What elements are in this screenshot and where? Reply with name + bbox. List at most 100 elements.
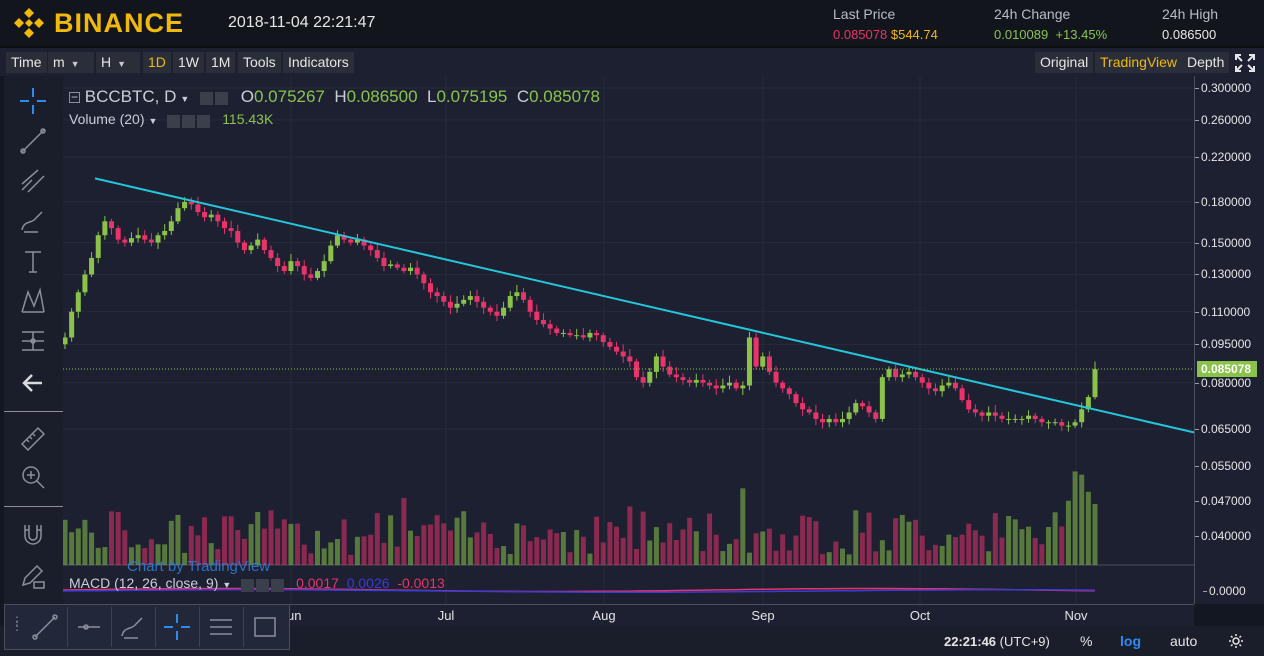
candle[interactable] <box>368 245 374 251</box>
drag-handle-icon[interactable]: ⋮ ⋮ <box>11 614 23 633</box>
candle[interactable] <box>388 264 394 267</box>
candle[interactable] <box>268 250 274 258</box>
candle[interactable] <box>853 403 859 413</box>
trendline[interactable] <box>94 177 1194 434</box>
chevron-down-icon[interactable]: ▼ <box>180 94 190 104</box>
candle[interactable] <box>494 311 500 316</box>
candle[interactable] <box>308 274 314 278</box>
candle[interactable] <box>600 335 606 343</box>
candle[interactable] <box>926 382 932 389</box>
popup-brush-tool[interactable] <box>113 607 153 647</box>
settings-icon[interactable] <box>182 115 196 129</box>
candle[interactable] <box>846 412 852 419</box>
candle[interactable] <box>82 274 88 293</box>
candle[interactable] <box>461 299 467 304</box>
candle[interactable] <box>833 418 839 423</box>
candle[interactable] <box>1052 422 1058 424</box>
candle[interactable] <box>434 292 440 297</box>
zoom-tool[interactable] <box>16 460 50 494</box>
price-axis[interactable]: 0.300000 0.260000 0.220000 0.180000 0.150000… <box>1194 76 1264 604</box>
candle[interactable] <box>527 299 533 312</box>
candle[interactable] <box>95 235 101 258</box>
candle[interactable] <box>780 382 786 389</box>
depth-view-button[interactable]: Depth <box>1182 52 1230 73</box>
candle[interactable] <box>401 267 407 272</box>
candle[interactable] <box>261 239 267 251</box>
candle[interactable] <box>348 239 354 243</box>
candle[interactable] <box>700 379 706 383</box>
candle[interactable] <box>168 221 174 231</box>
candle[interactable] <box>381 257 387 267</box>
candle[interactable] <box>933 388 939 392</box>
candle[interactable] <box>321 261 327 272</box>
candle[interactable] <box>680 377 686 380</box>
candle[interactable] <box>148 239 154 243</box>
candle[interactable] <box>966 400 972 410</box>
binance-logo[interactable]: BINANCE <box>12 6 184 40</box>
candle[interactable] <box>474 296 480 302</box>
candle[interactable] <box>1065 425 1071 427</box>
candle[interactable] <box>182 201 188 209</box>
collapse-icon[interactable]: − <box>69 90 80 105</box>
candle[interactable] <box>534 311 540 320</box>
candle[interactable] <box>693 379 699 383</box>
popup-trendline-tool[interactable] <box>25 607 65 647</box>
symbol-label[interactable]: BCCBTC, D <box>84 87 177 106</box>
candle[interactable] <box>886 369 892 378</box>
candle[interactable] <box>1012 418 1018 420</box>
candle[interactable] <box>946 382 952 386</box>
log-scale-button[interactable]: log <box>1120 633 1141 649</box>
lock-drawing-tool[interactable] <box>16 558 50 592</box>
candle[interactable] <box>1006 418 1012 420</box>
candle[interactable] <box>727 382 733 386</box>
candle[interactable] <box>859 403 865 407</box>
candle[interactable] <box>1059 422 1065 426</box>
eye-icon[interactable] <box>200 91 214 105</box>
time-axis[interactable]: Jun Jul Aug Sep Oct Nov <box>63 604 1194 626</box>
candle[interactable] <box>653 356 659 372</box>
candle[interactable] <box>102 221 108 236</box>
candle[interactable] <box>839 418 845 423</box>
candle[interactable] <box>866 406 872 413</box>
candle[interactable] <box>175 208 181 222</box>
candle[interactable] <box>733 382 739 389</box>
candle[interactable] <box>986 412 992 416</box>
candle[interactable] <box>660 356 666 367</box>
candle[interactable] <box>879 377 885 419</box>
candle[interactable] <box>142 235 148 240</box>
candle[interactable] <box>607 342 613 347</box>
candle[interactable] <box>109 221 115 229</box>
candle[interactable] <box>69 311 75 338</box>
candle[interactable] <box>687 379 693 383</box>
chevron-down-icon[interactable]: ▼ <box>222 580 232 590</box>
candle[interactable] <box>813 412 819 419</box>
candle[interactable] <box>275 257 281 267</box>
candle[interactable] <box>574 335 580 337</box>
candle[interactable] <box>580 335 586 338</box>
candle[interactable] <box>63 337 68 345</box>
auto-scale-button[interactable]: auto <box>1170 633 1198 649</box>
candle[interactable] <box>202 212 208 218</box>
candle[interactable] <box>1085 397 1091 410</box>
hour-dropdown[interactable]: H ▼ <box>96 52 140 73</box>
candle[interactable] <box>208 214 214 218</box>
candle[interactable] <box>707 382 713 386</box>
candle[interactable] <box>315 271 321 278</box>
candle[interactable] <box>554 328 560 333</box>
candle[interactable] <box>421 274 427 284</box>
candle[interactable] <box>1079 409 1085 423</box>
candle[interactable] <box>647 371 653 383</box>
candle[interactable] <box>501 307 507 316</box>
candle[interactable] <box>281 266 287 272</box>
candle[interactable] <box>341 235 347 240</box>
text-tool[interactable] <box>16 244 50 278</box>
settings-icon[interactable] <box>256 579 270 593</box>
candle[interactable] <box>913 371 919 378</box>
candle[interactable] <box>334 235 340 246</box>
candle[interactable] <box>301 266 307 275</box>
popup-rectangle-tool[interactable] <box>245 607 285 647</box>
original-view-button[interactable]: Original <box>1035 52 1094 73</box>
candle[interactable] <box>667 366 673 375</box>
candle[interactable] <box>567 332 573 336</box>
candle[interactable] <box>773 371 779 383</box>
